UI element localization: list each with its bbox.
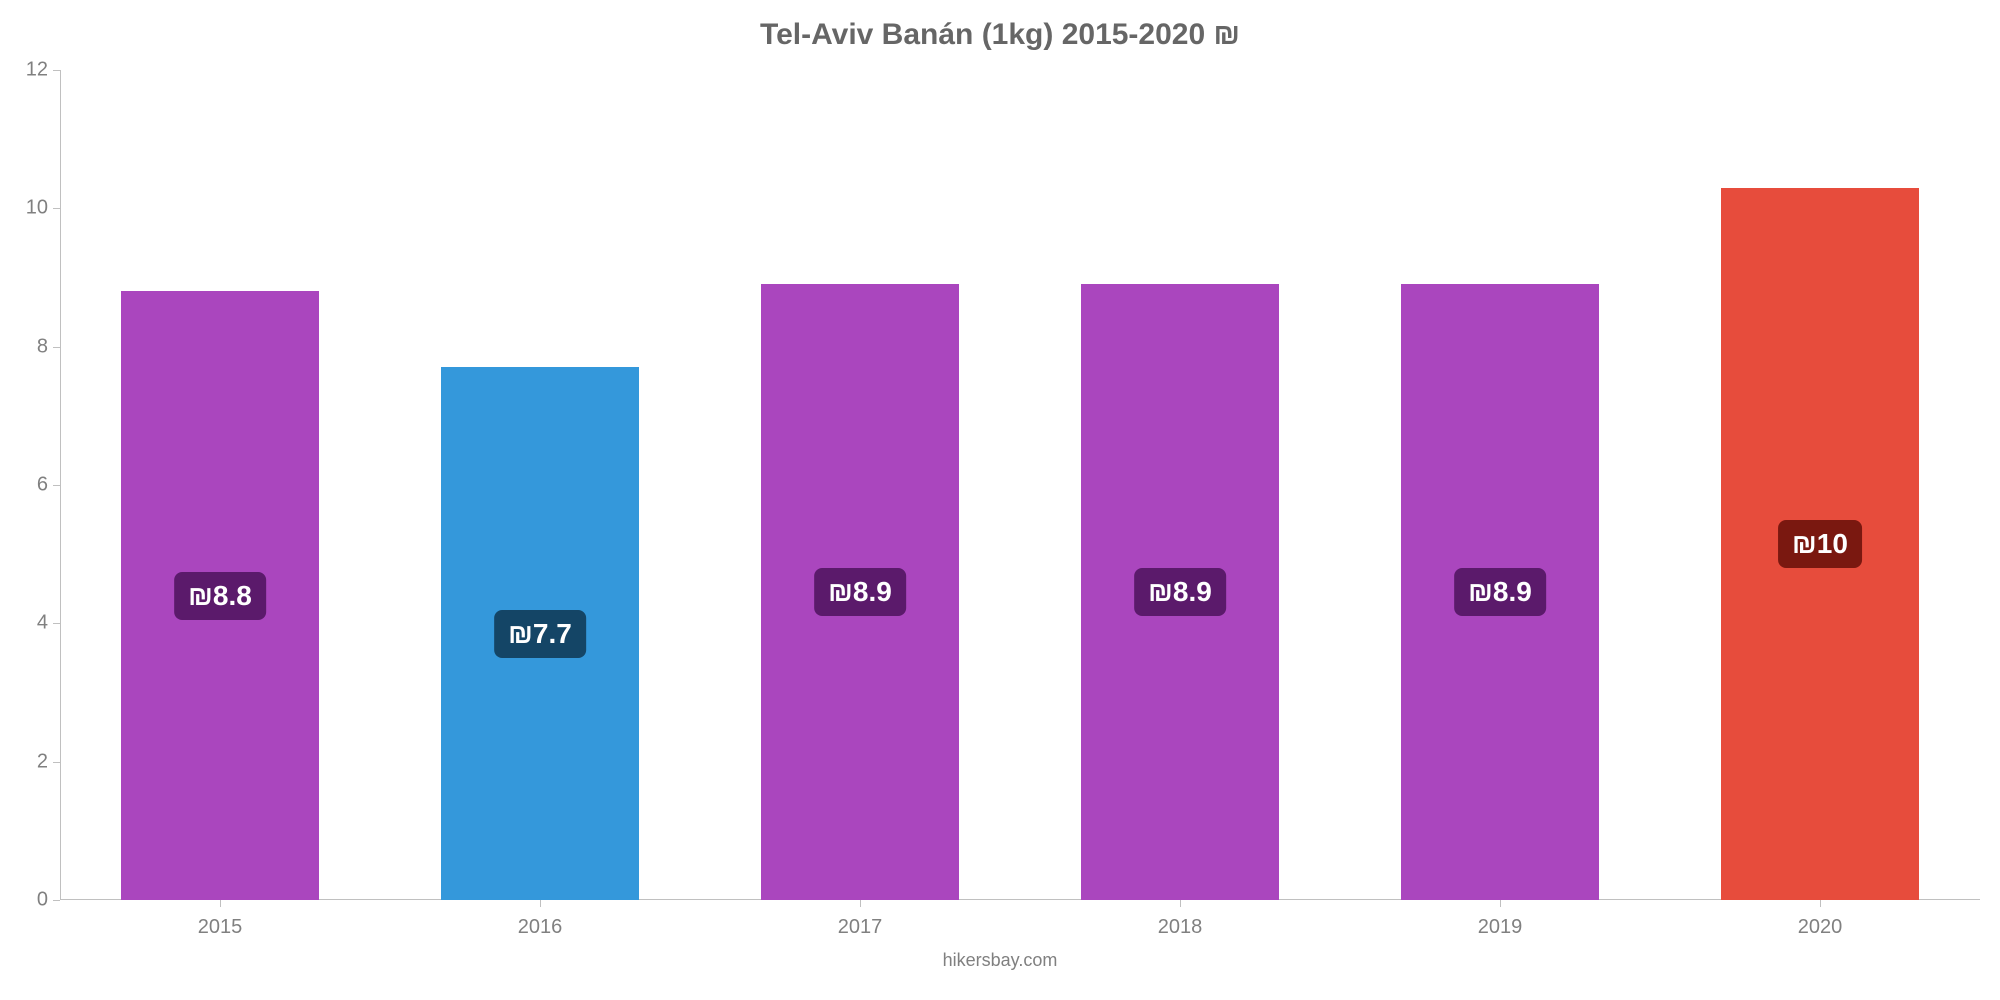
x-tick-label: 2016 [518,916,563,939]
credit-text: hikersbay.com [0,950,2000,971]
value-badge: ₪8.8 [174,572,266,620]
chart-title: Tel-Aviv Banán (1kg) 2015-2020 ₪ [0,18,2000,52]
y-tick-mark [53,485,60,486]
x-tick-mark [860,900,861,907]
bar: ₪8.9 [761,284,959,900]
value-badge: ₪8.9 [1134,568,1226,616]
x-tick-mark [1500,900,1501,907]
y-tick-label: 8 [37,335,48,358]
y-tick-label: 12 [26,59,48,82]
x-tick-label: 2019 [1478,916,1523,939]
x-tick-mark [1180,900,1181,907]
y-tick-label: 2 [37,750,48,773]
y-tick-mark [53,762,60,763]
value-badge: ₪7.7 [494,610,586,658]
bar: ₪7.7 [441,367,639,900]
y-tick-mark [53,900,60,901]
value-badge: ₪8.9 [1454,568,1546,616]
x-tick-label: 2017 [838,916,883,939]
x-tick-mark [220,900,221,907]
bar: ₪8.8 [121,291,319,900]
x-tick-label: 2020 [1798,916,1843,939]
x-tick-mark [540,900,541,907]
bars-container: ₪8.8 ₪7.7 ₪8.9 ₪8.9 ₪8.9 ₪10 [60,70,1980,900]
x-tick-label: 2015 [198,916,243,939]
y-tick-mark [53,208,60,209]
y-tick-mark [53,347,60,348]
plot-area: ₪8.8 ₪7.7 ₪8.9 ₪8.9 ₪8.9 ₪10 [60,70,1980,900]
y-tick-label: 0 [37,889,48,912]
y-tick-mark [53,623,60,624]
bar: ₪8.9 [1081,284,1279,900]
bar: ₪10 [1721,188,1919,900]
y-tick-label: 4 [37,612,48,635]
x-tick-label: 2018 [1158,916,1203,939]
bar: ₪8.9 [1401,284,1599,900]
y-tick-mark [53,70,60,71]
x-tick-mark [1820,900,1821,907]
y-tick-label: 6 [37,474,48,497]
value-badge: ₪10 [1778,520,1862,568]
value-badge: ₪8.9 [814,568,906,616]
chart-container: Tel-Aviv Banán (1kg) 2015-2020 ₪ ₪8.8 ₪7.… [0,0,2000,1000]
y-tick-label: 10 [26,197,48,220]
